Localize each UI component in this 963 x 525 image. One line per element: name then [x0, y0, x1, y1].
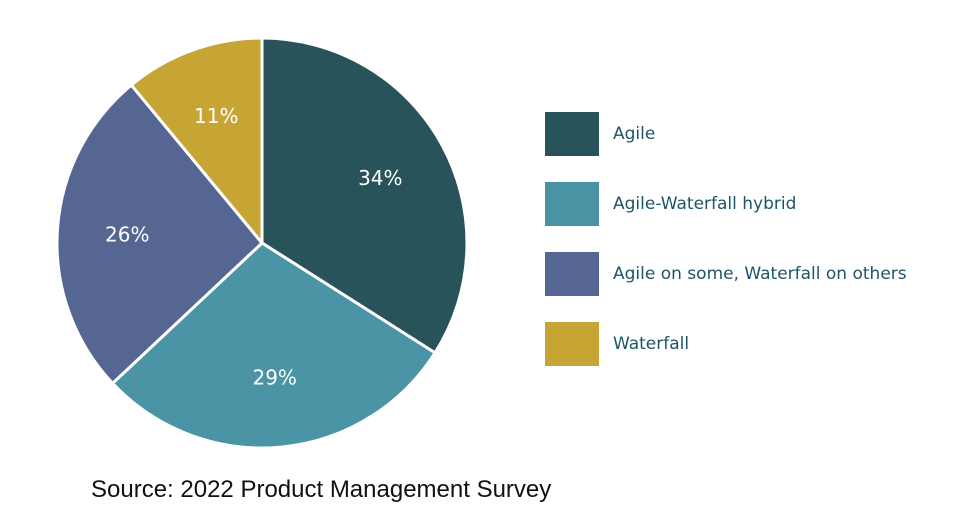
source-note: Source: 2022 Product Management Survey [91, 476, 552, 503]
pie-slice-agile-on-some-waterfall-on-others [55, 83, 264, 385]
data-label-waterfall: 11% [194, 104, 238, 128]
legend-swatch-agile-on-some-waterfall-on-others [545, 252, 599, 296]
legend-label-waterfall: Waterfall [613, 334, 689, 354]
data-label-agile-on-some-waterfall-on-others: 26% [105, 223, 149, 247]
legend-label-agile: Agile [613, 124, 655, 144]
legend-label-agile-on-some-waterfall-on-others: Agile on some, Waterfall on others [613, 264, 907, 284]
legend-swatch-waterfall [545, 322, 599, 366]
legend-swatch-agile-waterfall-hybrid [545, 182, 599, 226]
data-label-agile: 34% [358, 166, 402, 190]
legend-label-agile-waterfall-hybrid: Agile-Waterfall hybrid [613, 194, 796, 214]
legend: Agile Agile-Waterfall hybrid Agile on some… [545, 112, 907, 366]
pie-data-labels: 34% 29% 26% 11% [105, 104, 402, 389]
data-label-agile-waterfall-hybrid: 29% [252, 365, 296, 389]
pie-slices [55, 36, 469, 450]
legend-swatch-agile [545, 112, 599, 156]
pie-slice-agile-waterfall-hybrid [111, 241, 437, 450]
pie-slice-waterfall [129, 36, 264, 245]
pie-chart: 34% 29% 26% 11% Agile Agile-Waterfall hybrid… [55, 36, 907, 450]
